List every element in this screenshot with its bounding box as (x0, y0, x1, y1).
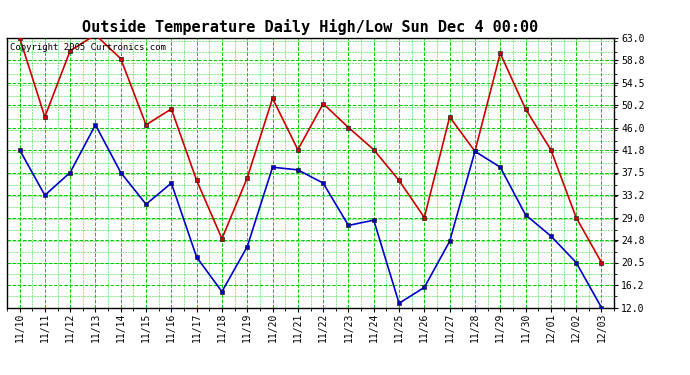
Text: Copyright 2005 Curtronics.com: Copyright 2005 Curtronics.com (10, 43, 166, 52)
Title: Outside Temperature Daily High/Low Sun Dec 4 00:00: Outside Temperature Daily High/Low Sun D… (82, 19, 539, 35)
